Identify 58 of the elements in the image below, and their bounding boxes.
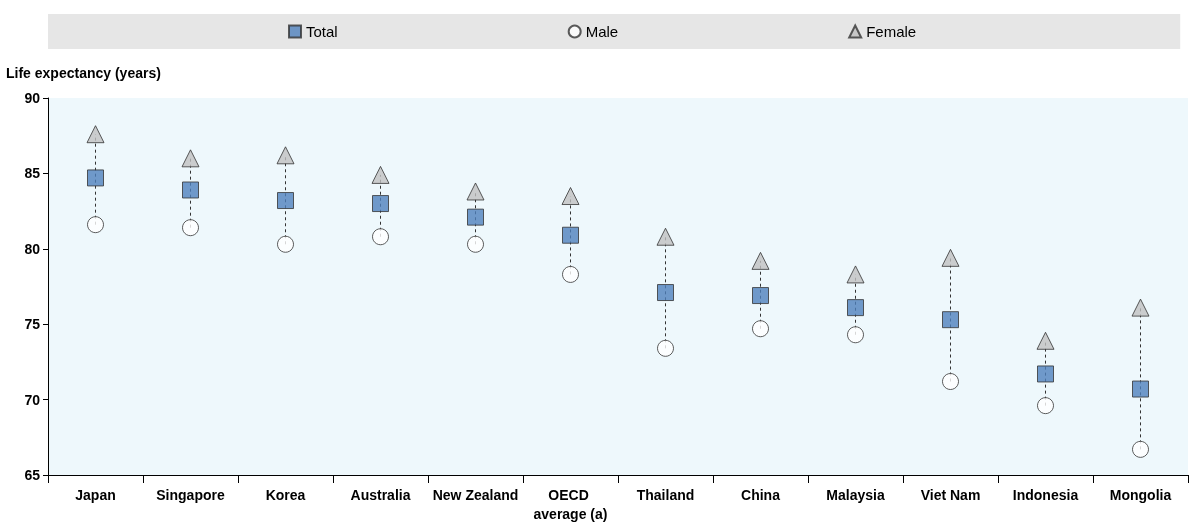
- x-tick-label: Malaysia: [826, 486, 885, 503]
- point: [847, 299, 864, 317]
- x-tick-label: Japan: [75, 486, 116, 503]
- x-tick-label: Australia: [350, 486, 411, 503]
- point: [942, 373, 959, 390]
- point: [372, 195, 389, 213]
- point: [1131, 298, 1150, 317]
- point: [181, 149, 200, 168]
- y-tick-label: 70: [24, 391, 41, 408]
- point: [371, 165, 390, 184]
- point: [847, 326, 864, 344]
- point: [182, 219, 199, 237]
- point: [87, 216, 104, 234]
- point: [657, 339, 674, 357]
- legend-label: Total: [306, 23, 338, 40]
- x-tick-label: OECD average (a): [533, 486, 608, 522]
- x-tick-label: Indonesia: [1012, 486, 1079, 503]
- point: [182, 181, 199, 199]
- point: [1132, 440, 1149, 458]
- point: [86, 125, 105, 144]
- point: [277, 192, 294, 210]
- point: [87, 169, 104, 187]
- point: [656, 227, 675, 246]
- point: [941, 248, 960, 267]
- x-tick-label: Mongolia: [1109, 486, 1172, 503]
- legend-label: Male: [585, 23, 619, 40]
- x-tick-label: Viet Nam: [920, 486, 981, 503]
- point: [752, 287, 769, 305]
- x-tick-label: New Zealand: [432, 486, 519, 503]
- point: [561, 187, 580, 206]
- point: [1036, 331, 1055, 350]
- y-tick-label: 65: [24, 467, 41, 483]
- point: [372, 228, 389, 246]
- point: [277, 235, 294, 253]
- point: [562, 265, 579, 283]
- point: [466, 182, 485, 201]
- point: [942, 311, 959, 329]
- point: [467, 208, 484, 226]
- point: [1037, 365, 1054, 383]
- point: [1132, 380, 1149, 398]
- y-tick-label: 80: [24, 240, 41, 257]
- y-tick-label: 90: [24, 90, 41, 106]
- point: [657, 284, 674, 302]
- point: [846, 265, 865, 284]
- y-tick-label: 75: [24, 316, 41, 333]
- point: [752, 320, 769, 338]
- x-tick-label: Korea: [265, 486, 306, 503]
- point: [276, 146, 295, 165]
- y-axis-title: Life expectancy (years): [6, 65, 161, 81]
- point: [562, 226, 579, 244]
- x-tick-label: China: [741, 486, 781, 503]
- point: [1037, 397, 1054, 415]
- y-tick-label: 85: [24, 165, 41, 182]
- legend-label: Female: [866, 23, 917, 40]
- point: [751, 251, 770, 270]
- x-tick-label: Thailand: [636, 486, 695, 503]
- x-tick-label: Singapore: [156, 486, 225, 503]
- point: [467, 235, 484, 253]
